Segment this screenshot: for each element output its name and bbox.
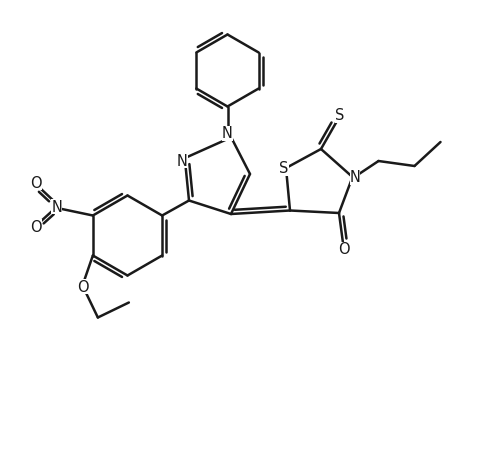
Text: O: O <box>30 219 42 234</box>
Text: N: N <box>222 126 233 141</box>
Text: O: O <box>338 242 350 257</box>
Text: O: O <box>30 175 42 191</box>
Text: O: O <box>77 279 88 294</box>
Text: N: N <box>52 200 62 214</box>
Text: S: S <box>280 161 288 176</box>
Text: N: N <box>177 154 188 169</box>
Text: S: S <box>336 108 344 123</box>
Text: N: N <box>350 170 360 185</box>
